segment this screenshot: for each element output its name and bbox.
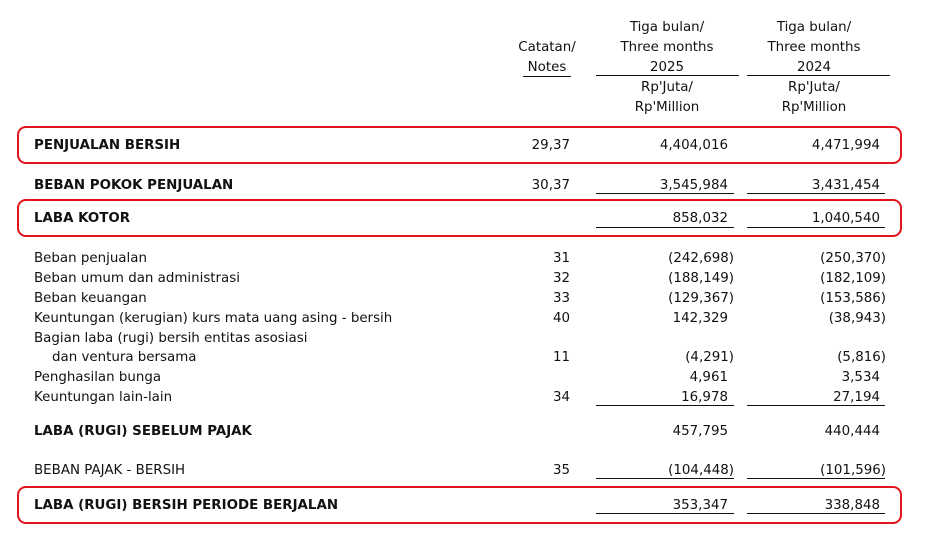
row-laba-bersih-label: LABA (RUGI) BERSIH PERIODE BERJALAN [34,498,339,513]
row-laba-sebelum-pajak-label: LABA (RUGI) SEBELUM PAJAK [34,424,252,439]
col2024-unit-line1: Rp'Juta/ [788,80,840,95]
highlight-box-penjualan-bersih [17,126,902,164]
col2025-unit-line1: Rp'Juta/ [641,80,693,95]
row-kurs-label: Keuntungan (kerugian) kurs mata uang asi… [34,311,393,326]
row-beban-umum-note: 32 [552,271,570,286]
row-laba-kotor-2025: 858,032 [672,211,728,226]
row-beban-umum-2025: (188,149) [668,271,734,286]
row-laba-kotor-label: LABA KOTOR [34,211,131,226]
row-kurs-2025: 142,329 [672,311,728,326]
row-beban-penjualan-label: Beban penjualan [34,251,147,266]
row-penghasilan-bunga-label: Penghasilan bunga [34,370,162,385]
row-penjualan-bersih-2024: 4,471,994 [811,138,880,153]
beban-pokok-underline-2024 [747,193,885,194]
row-beban-keuangan-note: 33 [552,291,570,306]
row-penjualan-bersih-2025: 4,404,016 [659,138,728,153]
row-laba-sebelum-pajak-2024: 440,444 [824,424,880,439]
row-laba-bersih-2025: 353,347 [672,498,728,513]
row-penjualan-bersih-label: PENJUALAN BERSIH [34,138,181,153]
row-beban-umum-label: Beban umum dan administrasi [34,271,240,286]
row-kurs-note: 40 [552,311,570,326]
row-beban-pokok-note: 30,37 [531,178,570,193]
row-beban-keuangan-label: Beban keuangan [34,291,147,306]
row-ventura-2025: (4,291) [685,350,734,365]
beban-pajak-underline-2025 [596,478,734,479]
laba-bersih-underline-2025 [596,513,734,514]
notes-header-underline [523,76,571,77]
col2024-header-underline [747,75,890,76]
keuntungan-lain-underline-2025 [596,405,734,406]
row-keuntungan-lain-note: 34 [552,390,570,405]
row-beban-penjualan-2025: (242,698) [668,251,734,266]
row-beban-pajak-2024: (101,596) [820,463,886,478]
row-ventura-note: 11 [552,350,570,365]
row-ventura-2024: (5,816) [837,350,886,365]
row-beban-pokok-2024: 3,431,454 [811,178,880,193]
notes-header-line2: Notes [527,60,567,75]
laba-bersih-underline-2024 [747,513,885,514]
row-beban-pokok-2025: 3,545,984 [659,178,728,193]
row-kurs-2024: (38,943) [828,311,886,326]
row-beban-umum-2024: (182,109) [820,271,886,286]
row-keuntungan-lain-2024: 27,194 [833,390,880,405]
col2025-unit-line2: Rp'Million [634,100,700,115]
col2025-header-year: 2025 [649,60,685,75]
row-laba-kotor-2024: 1,040,540 [811,211,880,226]
beban-pajak-underline-2024 [747,478,885,479]
col2024-header-year: 2024 [796,60,832,75]
row-penjualan-bersih-note: 29,37 [531,138,570,153]
notes-header-line1: Catatan/ [518,40,576,55]
row-beban-keuangan-2025: (129,367) [668,291,734,306]
row-keuntungan-lain-2025: 16,978 [681,390,728,405]
col2025-header-line2: Three months [620,40,714,55]
row-beban-pajak-2025: (104,448) [668,463,734,478]
row-penghasilan-bunga-2024: 3,534 [841,370,880,385]
laba-kotor-underline-2025 [596,227,734,228]
row-penghasilan-bunga-2025: 4,961 [689,370,728,385]
beban-pokok-underline-2025 [596,193,734,194]
highlight-box-laba-kotor [17,199,902,237]
laba-kotor-underline-2024 [747,227,885,228]
row-beban-penjualan-2024: (250,370) [820,251,886,266]
row-laba-sebelum-pajak-2025: 457,795 [672,424,728,439]
col2024-header-line1: Tiga bulan/ [776,20,852,35]
col2025-header-line1: Tiga bulan/ [629,20,705,35]
col2025-header-underline [596,75,739,76]
highlight-box-laba-bersih [17,486,902,524]
col2024-header-line2: Three months [767,40,861,55]
keuntungan-lain-underline-2024 [747,405,885,406]
row-beban-pajak-note: 35 [552,463,570,478]
row-beban-penjualan-note: 31 [552,251,570,266]
row-laba-bersih-2024: 338,848 [824,498,880,513]
row-keuntungan-lain-label: Keuntungan lain-lain [34,390,173,405]
row-beban-pajak-label: BEBAN PAJAK - BERSIH [34,463,186,478]
row-ventura-label: dan ventura bersama [52,350,197,365]
row-bagian-laba-label: Bagian laba (rugi) bersih entitas asosia… [34,331,308,346]
row-beban-keuangan-2024: (153,586) [820,291,886,306]
row-beban-pokok-label: BEBAN POKOK PENJUALAN [34,178,234,193]
col2024-unit-line2: Rp'Million [781,100,847,115]
